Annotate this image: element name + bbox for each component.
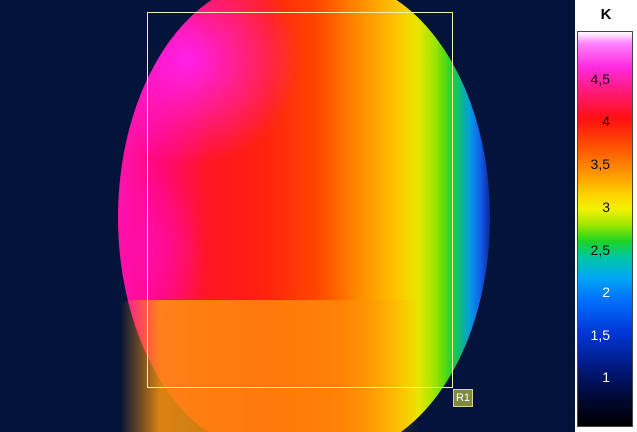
scale-tick: 3,5 xyxy=(590,156,610,172)
scale-tick: 1,5 xyxy=(590,327,610,343)
scale-unit-label: K xyxy=(600,6,612,23)
color-scale-bar: 4,5 4 3,5 3 2,5 2 1,5 1 xyxy=(577,31,633,427)
scale-tick: 4,5 xyxy=(590,71,610,87)
scale-tick: 2,5 xyxy=(590,242,610,258)
roi-rectangle[interactable] xyxy=(147,12,453,388)
scale-tick: 1 xyxy=(602,369,610,385)
color-scale-panel: K 4,5 4 3,5 3 2,5 2 1,5 1 xyxy=(575,0,637,432)
thermal-object-lower-region xyxy=(120,300,450,432)
scale-tick: 3 xyxy=(602,199,610,215)
scale-tick: 2 xyxy=(602,284,610,300)
thermal-image-viewer[interactable]: R1 xyxy=(0,0,575,432)
scale-tick: 4 xyxy=(602,113,610,129)
roi-label[interactable]: R1 xyxy=(453,389,473,407)
